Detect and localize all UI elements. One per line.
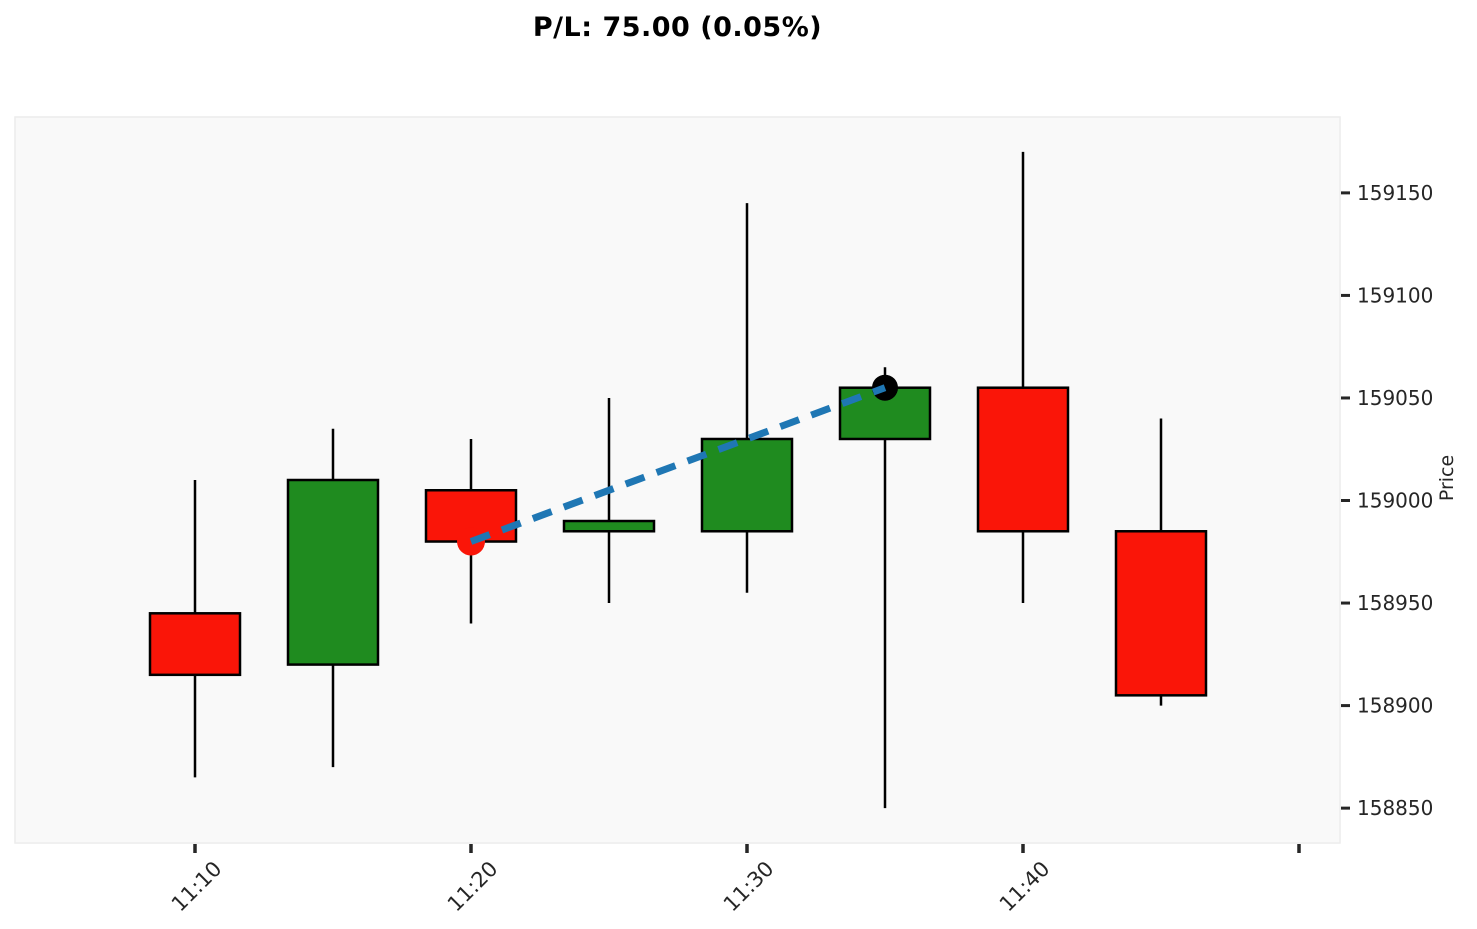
y-tick-label: 158950 <box>1357 591 1433 615</box>
chart-title: P/L: 75.00 (0.05%) <box>532 12 823 43</box>
trade-line <box>469 384 887 545</box>
y-tick-label: 159050 <box>1357 386 1433 410</box>
x-tick-label: 11:40 <box>995 857 1055 917</box>
candle-body <box>1114 530 1208 697</box>
candle-body <box>286 478 380 666</box>
y-tick-label: 159150 <box>1357 181 1433 205</box>
y-tick-label: 158850 <box>1357 796 1433 820</box>
x-tick-label: 11:10 <box>167 857 227 917</box>
y-axis-label: Price <box>1436 455 1458 501</box>
candle-body <box>700 437 794 533</box>
y-tick-label: 159000 <box>1357 489 1433 513</box>
candle-body <box>976 386 1070 533</box>
candle-body <box>562 519 656 533</box>
candle-body <box>148 612 242 677</box>
x-tick-label: 11:30 <box>719 857 779 917</box>
x-tick-label: 11:20 <box>443 857 503 917</box>
y-tick-label: 159100 <box>1357 283 1433 307</box>
y-tick-label: 158900 <box>1357 694 1433 718</box>
plot-area <box>14 116 1341 844</box>
